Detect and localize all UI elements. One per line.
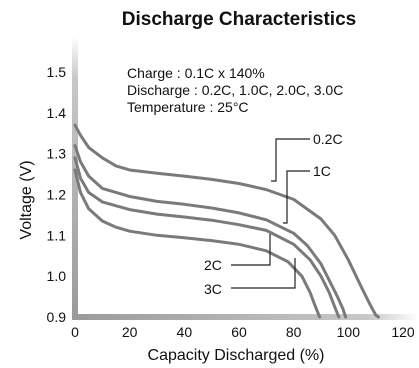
series-lines: [73, 123, 380, 319]
leader-3c: [231, 258, 296, 289]
x-tick-label: 100: [337, 324, 361, 340]
series-line-2c: [73, 156, 341, 319]
x-tick-label: 0: [71, 324, 79, 340]
leader-2c: [231, 234, 271, 266]
series-leaders: [231, 138, 310, 289]
y-tick-label: 1.2: [47, 187, 67, 203]
x-tick-label: 20: [122, 324, 138, 340]
x-axis-line: [72, 314, 419, 320]
y-tick-label: 1.4: [47, 105, 67, 121]
conditions-note: Charge : 0.1C x 140% Discharge : 0.2C, 1…: [127, 65, 343, 115]
note-discharge: Discharge : 0.2C, 1.0C, 2.0C, 3.0C: [127, 82, 343, 98]
leader-1c: [283, 170, 310, 224]
chart-title: Discharge Characteristics: [122, 9, 356, 30]
x-axis-label: Capacity Discharged (%): [148, 347, 325, 364]
y-tick-label: 1.0: [47, 268, 67, 284]
x-tick-label: 40: [177, 324, 193, 340]
series-line-3c: [73, 168, 322, 319]
y-tick-label: 1.3: [47, 146, 67, 162]
leader-0-2c: [271, 138, 310, 182]
y-axis-label: Voltage (V): [18, 160, 35, 239]
note-charge: Charge : 0.1C x 140%: [127, 65, 265, 81]
x-tick-label: 80: [286, 324, 302, 340]
series-line-1c: [73, 144, 348, 319]
series-label-0-2c: 0.2C: [313, 131, 343, 147]
y-axis-line: [72, 36, 78, 320]
series-label-3c: 3C: [204, 281, 222, 297]
y-tick-label: 1.1: [47, 227, 67, 243]
series-label-2c: 2C: [204, 257, 222, 273]
x-axis-ticks: 0 20 40 60 80 100 120: [71, 324, 415, 340]
series-label-1c: 1C: [313, 163, 331, 179]
note-temperature: Temperature : 25°C: [127, 99, 249, 115]
y-tick-label: 1.5: [47, 64, 67, 80]
y-tick-label: 0.9: [47, 309, 67, 325]
y-axis-ticks: 0.9 1.0 1.1 1.2 1.3 1.4 1.5: [47, 64, 67, 325]
x-tick-label: 60: [231, 324, 247, 340]
series-line-0-2c: [73, 123, 380, 319]
x-tick-label: 120: [391, 324, 415, 340]
